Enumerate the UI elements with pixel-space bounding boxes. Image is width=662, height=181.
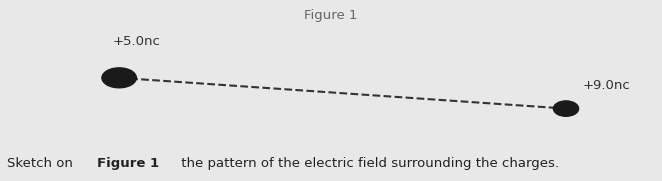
Ellipse shape [553, 101, 579, 116]
Text: Figure 1: Figure 1 [305, 9, 357, 22]
Text: +5.0nc: +5.0nc [113, 35, 160, 48]
Text: the pattern of the electric field surrounding the charges.: the pattern of the electric field surrou… [177, 157, 559, 170]
Text: Figure 1: Figure 1 [97, 157, 160, 170]
Text: Sketch on: Sketch on [7, 157, 77, 170]
Text: +9.0nc: +9.0nc [583, 79, 630, 92]
Ellipse shape [102, 68, 136, 88]
